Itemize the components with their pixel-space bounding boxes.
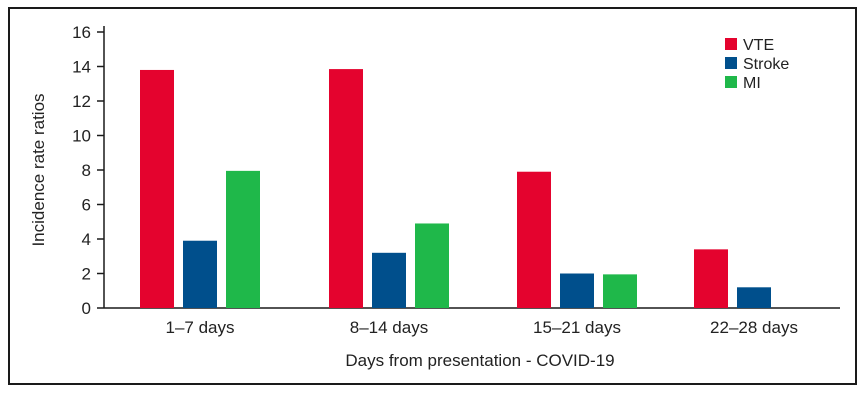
bar-vte-3 (517, 171, 551, 308)
legend-label-stroke: Stroke (743, 56, 789, 73)
bar-vte-1 (140, 69, 174, 308)
y-tick-label: 0 (82, 299, 91, 318)
legend-swatch-stroke (725, 57, 737, 69)
x-axis-title: Days from presentation - COVID-19 (345, 351, 614, 370)
y-tick-label: 16 (72, 23, 91, 42)
legend: VTE Stroke MI (725, 37, 789, 92)
bar-vte-2 (329, 69, 363, 309)
legend-label-mi: MI (743, 75, 761, 92)
x-axis: 1–7 days 8–14 days 15–21 days 22–28 days (104, 307, 840, 337)
bar-stroke-4 (737, 287, 771, 308)
bar-vte-4 (694, 249, 728, 308)
y-axis-title: Incidence rate ratios (29, 93, 48, 246)
y-tick-label: 4 (82, 230, 91, 249)
y-tick-label: 10 (72, 127, 91, 146)
bar-stroke-2 (372, 252, 406, 308)
bar-stroke-1 (183, 240, 217, 308)
y-axis: 0 2 4 6 8 10 12 14 16 (72, 23, 105, 318)
legend-swatch-vte (725, 38, 737, 50)
x-tick-label: 15–21 days (533, 318, 621, 337)
legend-label-vte: VTE (743, 37, 774, 54)
bars (140, 69, 771, 309)
y-tick-label: 8 (82, 161, 91, 180)
bar-mi-3 (603, 274, 637, 308)
y-tick-label: 12 (72, 92, 91, 111)
x-tick-label: 8–14 days (350, 318, 428, 337)
legend-swatch-mi (725, 76, 737, 88)
y-tick-label: 14 (72, 58, 91, 77)
y-tick-label: 2 (82, 265, 91, 284)
x-tick-label: 22–28 days (710, 318, 798, 337)
bar-mi-1 (226, 170, 260, 308)
bar-mi-2 (415, 223, 449, 308)
y-tick-label: 6 (82, 196, 91, 215)
bar-stroke-3 (560, 273, 594, 308)
x-tick-label: 1–7 days (166, 318, 235, 337)
